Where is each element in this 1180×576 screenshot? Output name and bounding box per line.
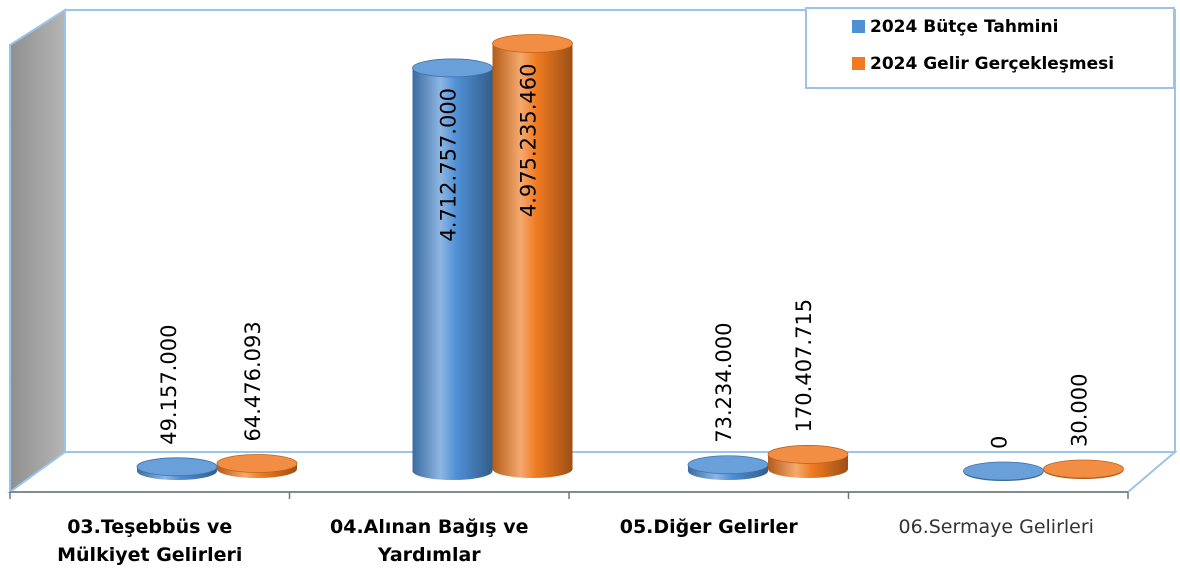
data-label: 30.000 bbox=[1068, 374, 1092, 447]
bar-top bbox=[767, 445, 849, 464]
legend-swatch bbox=[852, 57, 865, 70]
data-label: 64.476.093 bbox=[241, 321, 265, 441]
data-label: 0 bbox=[988, 436, 1012, 449]
x-tick-label: 05.Diğer Gelirler bbox=[620, 516, 799, 538]
legend-entry: 2024 Bütçe Tahmini bbox=[870, 17, 1058, 37]
data-label: 4.975.235.460 bbox=[517, 63, 541, 217]
bar-budget-4 bbox=[963, 461, 1044, 481]
bar-top bbox=[963, 461, 1044, 481]
legend-entry: 2024 Gelir Gerçekleşmesi bbox=[870, 54, 1114, 74]
x-tick-label: 03.Teşebbüs ve bbox=[67, 516, 232, 538]
bar-actual-3 bbox=[767, 445, 849, 478]
bar-top bbox=[1043, 459, 1124, 479]
bar-actual-4 bbox=[1043, 459, 1124, 479]
bar-body bbox=[492, 43, 573, 479]
legend-swatch bbox=[852, 20, 865, 33]
data-label: 49.157.000 bbox=[157, 325, 181, 445]
bar-top bbox=[136, 457, 218, 477]
side-wall bbox=[9, 8, 66, 494]
data-label: 170.407.715 bbox=[792, 299, 816, 433]
x-tick-label: Mülkiyet Gelirleri bbox=[57, 544, 242, 566]
legend: 2024 Bütçe Tahmini 2024 Gelir Gerçekleşme… bbox=[805, 7, 1175, 89]
x-tick-label: 06.Sermaye Gelirleri bbox=[899, 516, 1094, 538]
bar-top bbox=[492, 34, 573, 53]
bar-top bbox=[216, 454, 298, 473]
bar-top bbox=[412, 58, 493, 78]
bar-actual-1 bbox=[216, 454, 298, 478]
bar-budget-3 bbox=[687, 455, 769, 480]
bar-budget-1 bbox=[136, 457, 218, 480]
data-label: 4.712.757.000 bbox=[437, 88, 461, 242]
bar-body bbox=[412, 67, 493, 480]
x-tick-label: Yardımlar bbox=[377, 544, 481, 566]
data-label: 73.234.000 bbox=[712, 322, 736, 442]
x-tick-label: 04.Alınan Bağış ve bbox=[330, 516, 529, 538]
bar-actual-2 bbox=[492, 34, 573, 479]
bar-top bbox=[687, 455, 769, 475]
